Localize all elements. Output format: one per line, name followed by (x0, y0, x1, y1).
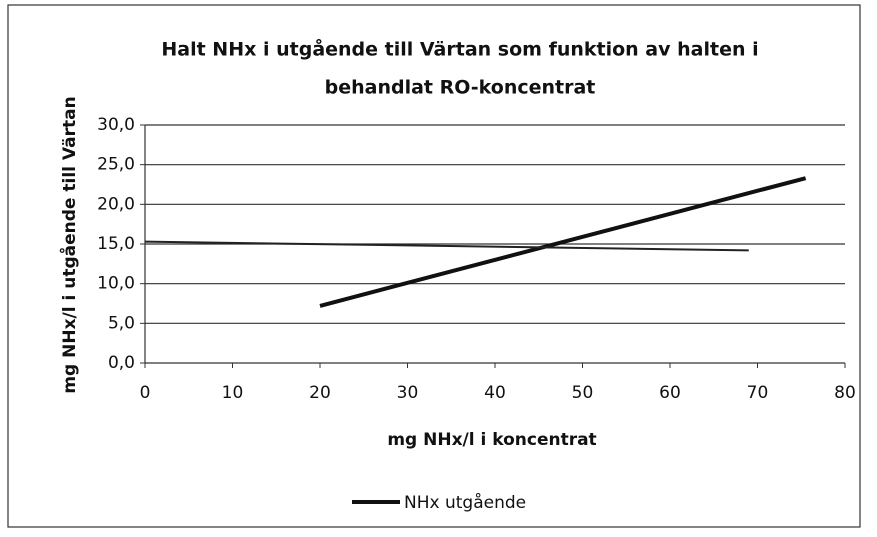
x-tick-label: 10 (222, 383, 244, 403)
x-tick-label: 0 (140, 383, 151, 403)
chart-title: Halt NHx i utgående till Värtan som funk… (161, 37, 758, 61)
x-tick-label: 80 (834, 383, 856, 403)
x-tick-label: 50 (572, 383, 594, 403)
y-tick-label: 20,0 (97, 194, 135, 214)
y-axis-title: mg NHx/l i utgående till Värtan (58, 96, 80, 393)
x-tick-label: 30 (397, 383, 419, 403)
series-line (144, 240, 749, 252)
y-tick-label: 25,0 (97, 155, 135, 175)
x-axis-title: mg NHx/l i koncentrat (387, 430, 596, 450)
chart-subtitle: behandlat RO-koncentrat (325, 77, 596, 99)
y-tick-label: 10,0 (97, 274, 135, 294)
y-tick-label: 5,0 (108, 313, 135, 333)
y-tick-label: 0,0 (108, 353, 135, 373)
x-tick-label: 40 (484, 383, 506, 403)
x-tick-label: 20 (309, 383, 331, 403)
chart-frame (7, 4, 861, 528)
x-tick-label: 60 (659, 383, 681, 403)
legend-label: NHx utgående (404, 492, 526, 513)
y-tick-label: 30,0 (97, 115, 135, 135)
x-tick-label: 70 (747, 383, 769, 403)
series-line (319, 176, 807, 308)
y-tick-label: 15,0 (97, 234, 135, 254)
